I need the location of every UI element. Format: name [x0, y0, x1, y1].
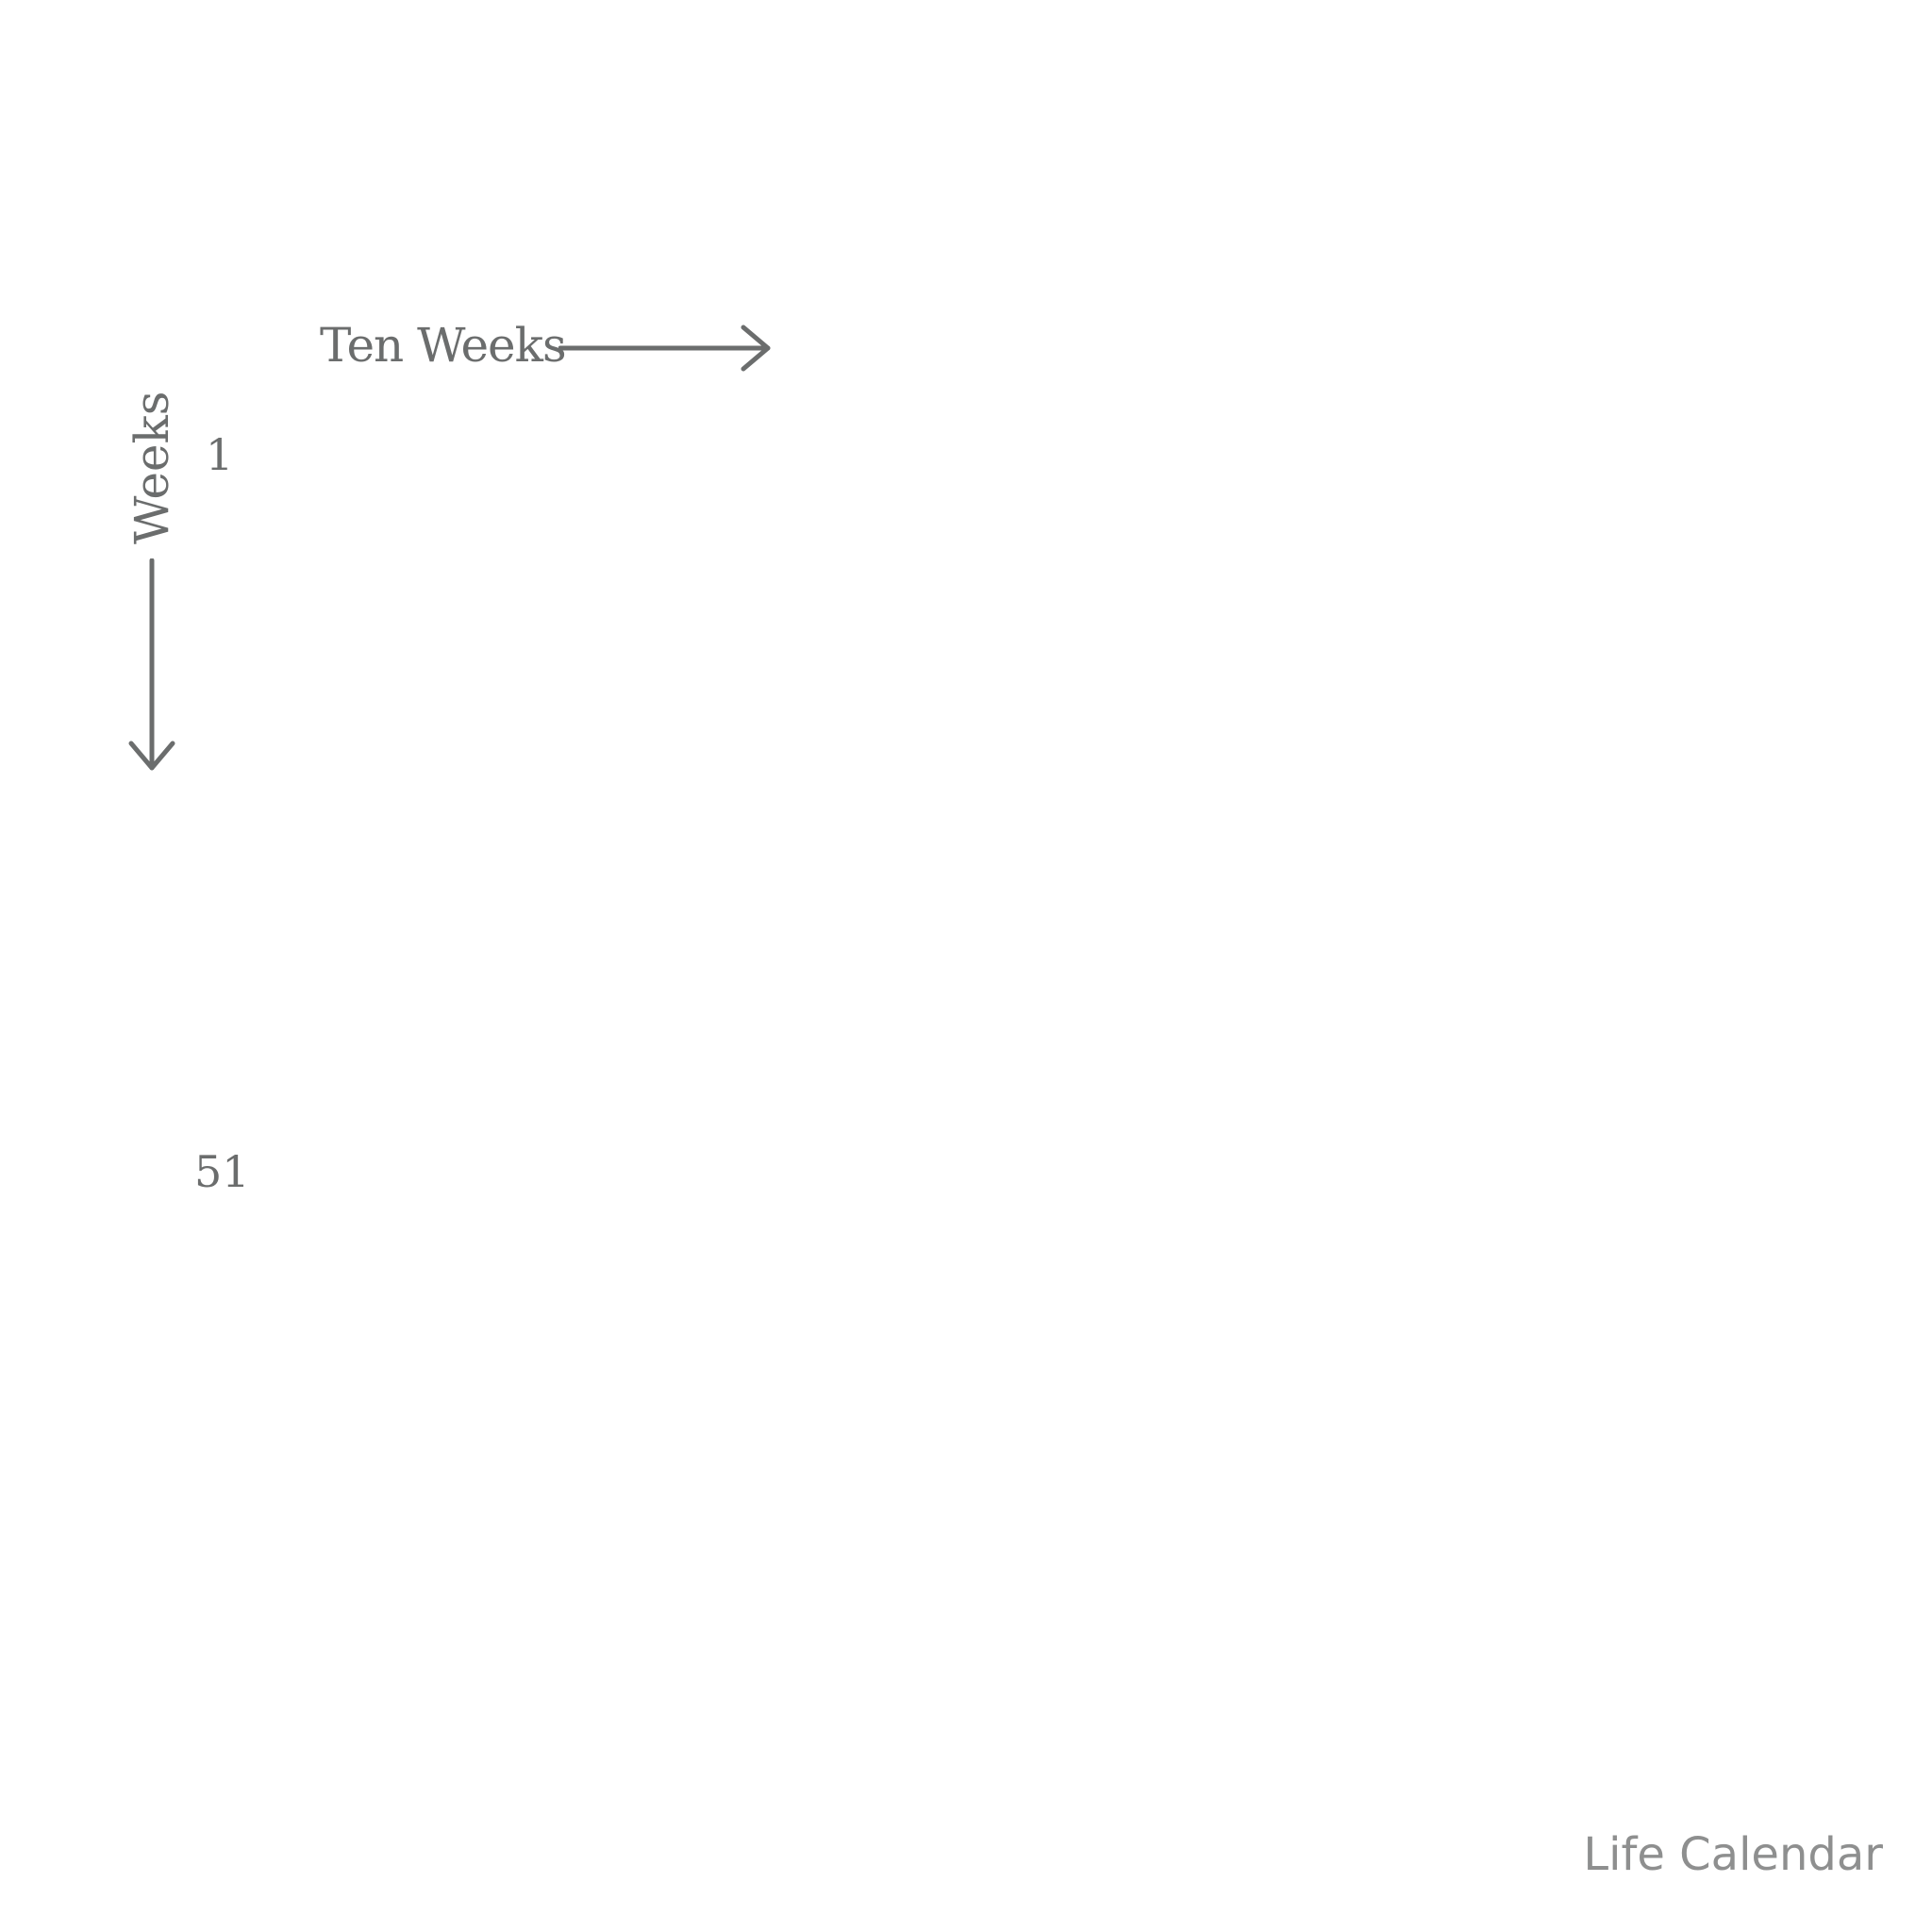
row-number-first: 1	[206, 429, 234, 480]
row-number-last: 51	[194, 1146, 250, 1197]
footer-app-title: Life Calendar	[1583, 1828, 1883, 1881]
arrow-down-icon	[128, 558, 175, 771]
weeks-axis-label: Weeks	[125, 391, 179, 544]
ten-weeks-axis-label: Ten Weeks	[320, 318, 567, 373]
arrow-right-icon	[558, 325, 771, 372]
